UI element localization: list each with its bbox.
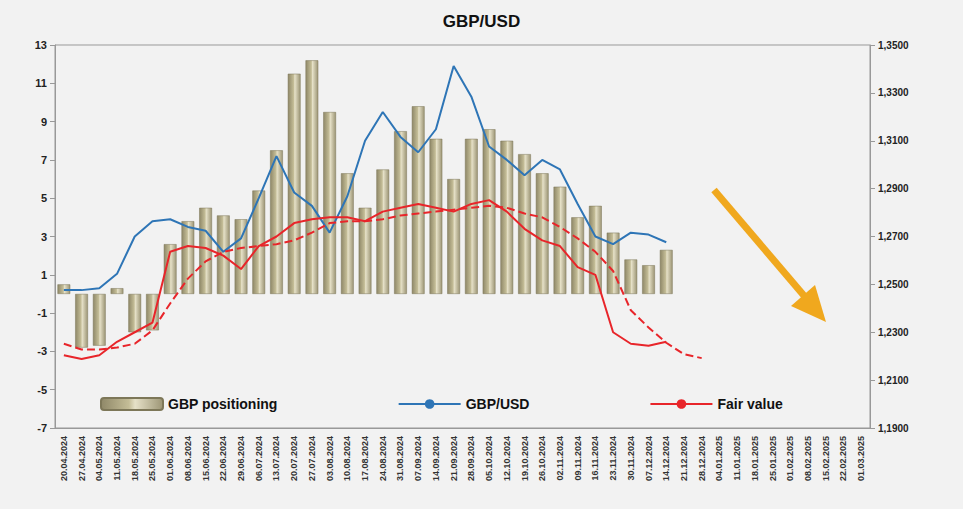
svg-text:1,2500: 1,2500 (878, 279, 909, 290)
svg-text:1,3100: 1,3100 (878, 135, 909, 146)
svg-text:13.07.2024: 13.07.2024 (271, 436, 281, 481)
svg-text:1: 1 (41, 269, 47, 281)
svg-text:14.12.2024: 14.12.2024 (661, 436, 671, 481)
svg-text:GBP/USD: GBP/USD (443, 12, 520, 31)
svg-text:11.05.2024: 11.05.2024 (112, 436, 122, 481)
svg-text:27.04.2024: 27.04.2024 (77, 436, 87, 481)
svg-text:17.08.2024: 17.08.2024 (360, 436, 370, 481)
svg-text:01.02.2025: 01.02.2025 (785, 436, 795, 481)
svg-text:08.06.2024: 08.06.2024 (183, 436, 193, 481)
svg-text:24.08.2024: 24.08.2024 (378, 436, 388, 481)
svg-text:5: 5 (41, 192, 47, 204)
svg-text:02.11.2024: 02.11.2024 (555, 436, 565, 481)
svg-text:30.11.2024: 30.11.2024 (626, 436, 636, 481)
svg-text:Fair value: Fair value (717, 396, 783, 412)
svg-text:15.02.2025: 15.02.2025 (821, 436, 831, 481)
svg-text:03.08.2024: 03.08.2024 (325, 436, 335, 481)
svg-text:01.03.2025: 01.03.2025 (856, 436, 866, 481)
svg-text:-5: -5 (37, 384, 47, 396)
svg-text:1,3500: 1,3500 (878, 40, 909, 51)
svg-text:27.07.2024: 27.07.2024 (307, 436, 317, 481)
svg-text:1,2300: 1,2300 (878, 327, 909, 338)
svg-text:1,1900: 1,1900 (878, 423, 909, 434)
svg-text:1,2900: 1,2900 (878, 183, 909, 194)
svg-text:28.09.2024: 28.09.2024 (466, 436, 476, 481)
svg-text:16.11.2024: 16.11.2024 (590, 436, 600, 481)
svg-text:3: 3 (41, 231, 47, 243)
svg-text:31.08.2024: 31.08.2024 (395, 436, 405, 481)
svg-text:GBP positioning: GBP positioning (168, 396, 277, 412)
svg-text:07.09.2024: 07.09.2024 (413, 436, 423, 481)
svg-text:-3: -3 (37, 345, 47, 357)
svg-text:14.09.2024: 14.09.2024 (431, 436, 441, 481)
svg-text:07.12.2024: 07.12.2024 (644, 436, 654, 481)
svg-text:7: 7 (41, 154, 47, 166)
svg-text:23.11.2024: 23.11.2024 (608, 436, 618, 481)
svg-text:06.07.2024: 06.07.2024 (254, 436, 264, 481)
svg-text:28.12.2024: 28.12.2024 (697, 436, 707, 481)
svg-text:1,2700: 1,2700 (878, 231, 909, 242)
svg-text:26.10.2024: 26.10.2024 (537, 436, 547, 481)
svg-text:1,3300: 1,3300 (878, 87, 909, 98)
svg-text:1,2100: 1,2100 (878, 375, 909, 386)
svg-text:13: 13 (35, 39, 47, 51)
svg-text:25.01.2025: 25.01.2025 (768, 436, 778, 481)
svg-text:-7: -7 (37, 422, 47, 434)
svg-text:08.02.2025: 08.02.2025 (803, 436, 813, 481)
svg-text:01.06.2024: 01.06.2024 (165, 436, 175, 481)
svg-text:12.10.2024: 12.10.2024 (502, 436, 512, 481)
svg-text:15.06.2024: 15.06.2024 (201, 436, 211, 481)
svg-text:-1: -1 (37, 307, 47, 319)
svg-text:20.04.2024: 20.04.2024 (59, 436, 69, 481)
svg-text:GBP/USD: GBP/USD (466, 396, 530, 412)
svg-text:21.09.2024: 21.09.2024 (449, 436, 459, 481)
svg-text:18.01.2025: 18.01.2025 (750, 436, 760, 481)
svg-text:10.08.2024: 10.08.2024 (342, 436, 352, 481)
svg-text:11.01.2025: 11.01.2025 (732, 436, 742, 481)
svg-text:22.02.2025: 22.02.2025 (838, 436, 848, 481)
svg-text:21.12.2024: 21.12.2024 (679, 436, 689, 481)
svg-text:22.06.2024: 22.06.2024 (218, 436, 228, 481)
svg-text:11: 11 (35, 77, 47, 89)
svg-text:19.10.2024: 19.10.2024 (520, 436, 530, 481)
svg-text:29.06.2024: 29.06.2024 (236, 436, 246, 481)
svg-text:9: 9 (41, 116, 47, 128)
svg-text:04.01.2025: 04.01.2025 (714, 436, 724, 481)
svg-text:04.05.2024: 04.05.2024 (94, 436, 104, 481)
svg-text:20.07.2024: 20.07.2024 (289, 436, 299, 481)
svg-text:18.05.2024: 18.05.2024 (130, 436, 140, 481)
svg-text:05.10.2024: 05.10.2024 (484, 436, 494, 481)
svg-text:25.05.2024: 25.05.2024 (147, 436, 157, 481)
svg-text:09.11.2024: 09.11.2024 (573, 436, 583, 481)
